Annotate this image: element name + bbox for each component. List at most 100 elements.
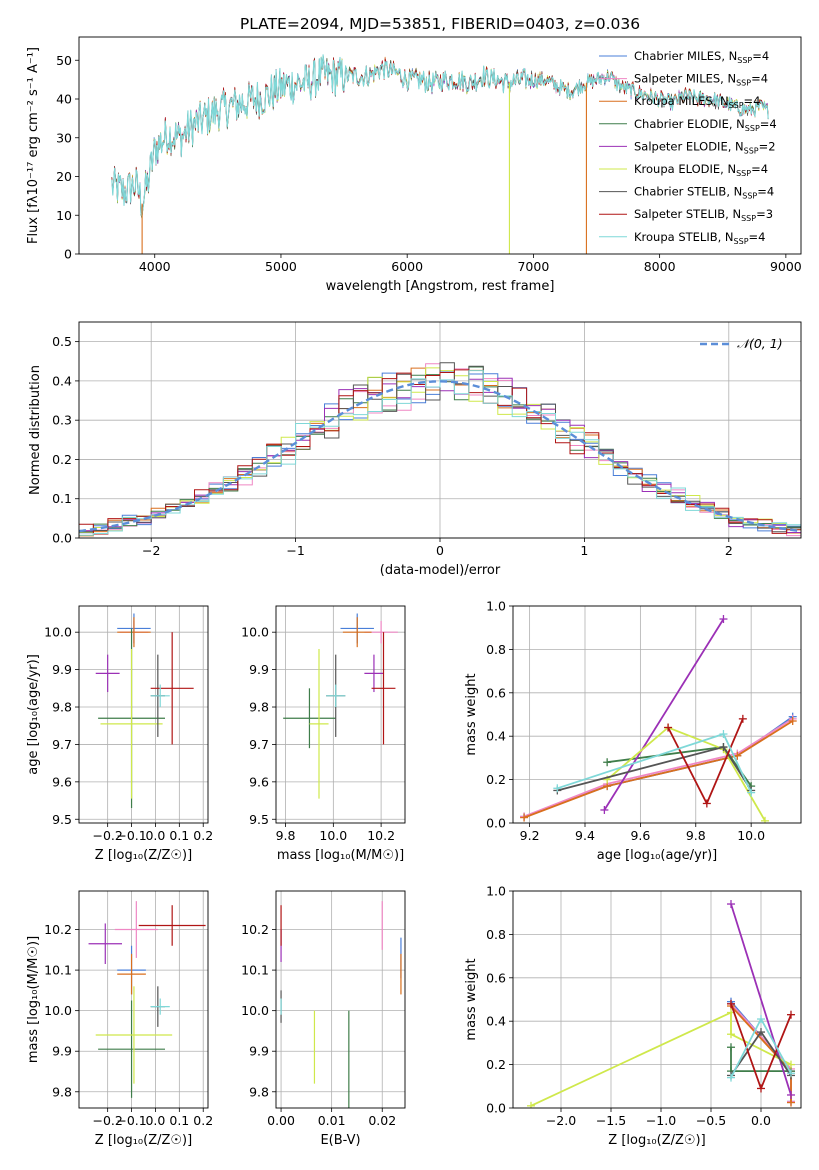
x-tick-label: 9000 — [770, 259, 802, 274]
y-tick-label: 1.0 — [486, 599, 506, 614]
y-tick-label: 9.8 — [52, 700, 72, 715]
weight_vs_z-marker — [787, 1069, 795, 1078]
age_vs_mass-errorbar-8 — [326, 684, 346, 708]
weight_vs_age-series-group — [520, 615, 797, 823]
y-tick-label: 9.5 — [249, 812, 269, 827]
y-tick-label: 10.2 — [241, 922, 269, 937]
weight_vs_z-marker — [727, 1030, 735, 1039]
y-tick-label: 0.8 — [486, 642, 506, 657]
age_vs_mass-errorbar-2 — [342, 617, 372, 648]
legend-label: 𝒩(0, 1) — [737, 336, 783, 351]
weight_vs_z-axes: −2.0 −1.5 −1.0 −0.5 0.0 0.0 0.2 0.4 0.6 0.8 1.0 Z [… — [464, 884, 801, 1148]
weight_vs_age-line-1 — [523, 718, 794, 818]
y-tick-label: 0.0 — [486, 1101, 506, 1116]
y-tick-label: 9.6 — [249, 774, 269, 789]
histogram-7 — [79, 369, 801, 535]
y-tick-label: 9.7 — [249, 737, 269, 752]
y-tick-label: 9.8 — [249, 1084, 269, 1099]
x-tick-label: −2 — [142, 543, 160, 558]
y-tick-label: 10.2 — [44, 922, 72, 937]
spectrum-axes: 4000 5000 6000 7000 8000 9000 0 10 20 30 40 50 wavel… — [26, 47, 802, 294]
weight_vs_z-line-5 — [530, 1011, 792, 1107]
legend-label: Kroupa STELIB, NSSP=4 — [634, 230, 765, 246]
legend-label: Kroupa ELODIE, NSSP=4 — [634, 162, 768, 178]
mass_vs_z-frame — [78, 890, 209, 1109]
y-tick-label: 0.2 — [486, 1057, 506, 1072]
histogram-8 — [79, 370, 801, 536]
spectrum-xlabel: wavelength [Angstrom, rest frame] — [326, 279, 555, 294]
mass_vs_z-errorbar-3 — [98, 1000, 165, 1098]
spectrum-legend: Chabrier MILES, NSSP=4 Salpeter MILES, NS… — [599, 49, 777, 246]
y-tick-label: 50 — [56, 53, 72, 68]
x-tick-label: 6000 — [391, 259, 423, 274]
age_vs_mass-errorbar-3 — [283, 688, 336, 749]
weight_vs_age-marker — [788, 717, 797, 726]
mass_vs_z-ylabel: mass [log₁₀(M/M☉)] — [26, 936, 41, 1063]
y-tick-label: 0.4 — [486, 729, 506, 744]
x-tick-label: −0.5 — [696, 1113, 726, 1128]
x-tick-label: −0.2 — [92, 828, 122, 843]
legend-label: Salpeter ELODIE, NSSP=2 — [634, 139, 776, 155]
mass_vs_ebv-frame — [275, 890, 406, 1109]
y-tick-label: 20 — [56, 169, 72, 184]
y-tick-label: 1.0 — [486, 884, 506, 899]
x-tick-label: −1.5 — [596, 1113, 626, 1128]
x-tick-label: 0 — [436, 543, 444, 558]
age_vs_z-errorbar-4 — [95, 654, 120, 693]
y-tick-label: 40 — [56, 92, 72, 107]
mass_vs_z-errorbar-5 — [95, 986, 173, 1084]
x-tick-label: −0.1 — [116, 1113, 146, 1128]
weight_vs_z-ylabel: mass weight — [464, 958, 479, 1040]
weight_vs_z-marker — [727, 999, 735, 1008]
weight_vs_z-line-4 — [730, 903, 792, 1096]
weight_vs_z-marker — [787, 1010, 795, 1019]
weight_vs_age-marker — [702, 799, 711, 808]
spectrum-line-8 — [111, 54, 769, 217]
legend-label: Chabrier MILES, NSSP=4 — [634, 49, 769, 65]
residuals-ylabel: Normed distribution — [28, 365, 43, 495]
weight_vs_age-marker — [719, 615, 728, 624]
weight_vs_z-xlabel: Z [log₁₀(Z/Z☉)] — [608, 1133, 705, 1148]
x-tick-label: −0.2 — [92, 1113, 122, 1128]
weight_vs_age-marker — [738, 714, 747, 723]
age_vs_mass-points — [283, 613, 398, 799]
y-tick-label: 10.1 — [44, 963, 72, 978]
x-tick-label: −2.0 — [546, 1113, 576, 1128]
y-tick-label: 10.0 — [44, 625, 72, 640]
y-tick-label: 0.4 — [486, 1014, 506, 1029]
x-tick-label: 0.1 — [169, 1113, 189, 1128]
age_vs_mass-frame — [275, 605, 406, 824]
weight_vs_age-marker — [747, 788, 756, 797]
x-tick-label: 0.01 — [318, 1113, 346, 1128]
mass_vs_z-errorbar-7 — [138, 905, 206, 946]
weight_vs_age-marker — [719, 743, 728, 752]
spectrum-ylabel: Flux [fλ10⁻¹⁷ erg cm⁻² s⁻¹ A⁻¹] — [26, 47, 41, 244]
y-tick-label: 9.7 — [52, 737, 72, 752]
age_vs_z-ylabel: age [log₁₀(age/yr)] — [26, 654, 41, 775]
x-tick-label: 5000 — [265, 259, 297, 274]
age_vs_mass-xlabel: mass [log₁₀(M/M☉)] — [277, 848, 404, 863]
legend-label: Salpeter STELIB, NSSP=3 — [634, 207, 773, 223]
weight_vs_z-marker — [757, 1015, 765, 1024]
mass_vs_ebv-axes: 0.00 0.01 0.02 9.8 9.9 10.0 10.1 10.2 E(B-V) — [241, 891, 405, 1148]
weight_vs_age-line-4 — [603, 618, 725, 811]
age_vs_z-points — [95, 613, 194, 809]
y-tick-label: 0.4 — [52, 373, 72, 388]
mass_vs_z-xlabel: Z [log₁₀(Z/Z☉)] — [95, 1133, 192, 1148]
y-tick-label: 9.9 — [52, 662, 72, 677]
y-tick-label: 0.5 — [52, 334, 72, 349]
weight_vs_age-line-2 — [523, 720, 794, 819]
y-tick-label: 0.1 — [52, 491, 72, 506]
age_vs_mass-errorbar-5 — [309, 649, 329, 799]
y-tick-label: 0.2 — [486, 772, 506, 787]
y-tick-label: 9.6 — [52, 774, 72, 789]
x-tick-label: 0.0 — [145, 828, 165, 843]
legend-label: Chabrier STELIB, NSSP=4 — [634, 185, 774, 201]
y-tick-label: 0 — [64, 247, 72, 262]
legend-label: Salpeter MILES, NSSP=4 — [634, 72, 768, 88]
mass_vs_ebv-xlabel: E(B-V) — [320, 1133, 360, 1148]
x-tick-label: 10.2 — [367, 828, 395, 843]
x-tick-label: 1 — [580, 543, 588, 558]
figure-title: PLATE=2094, MJD=53851, FIBERID=0403, z=0… — [240, 15, 640, 33]
